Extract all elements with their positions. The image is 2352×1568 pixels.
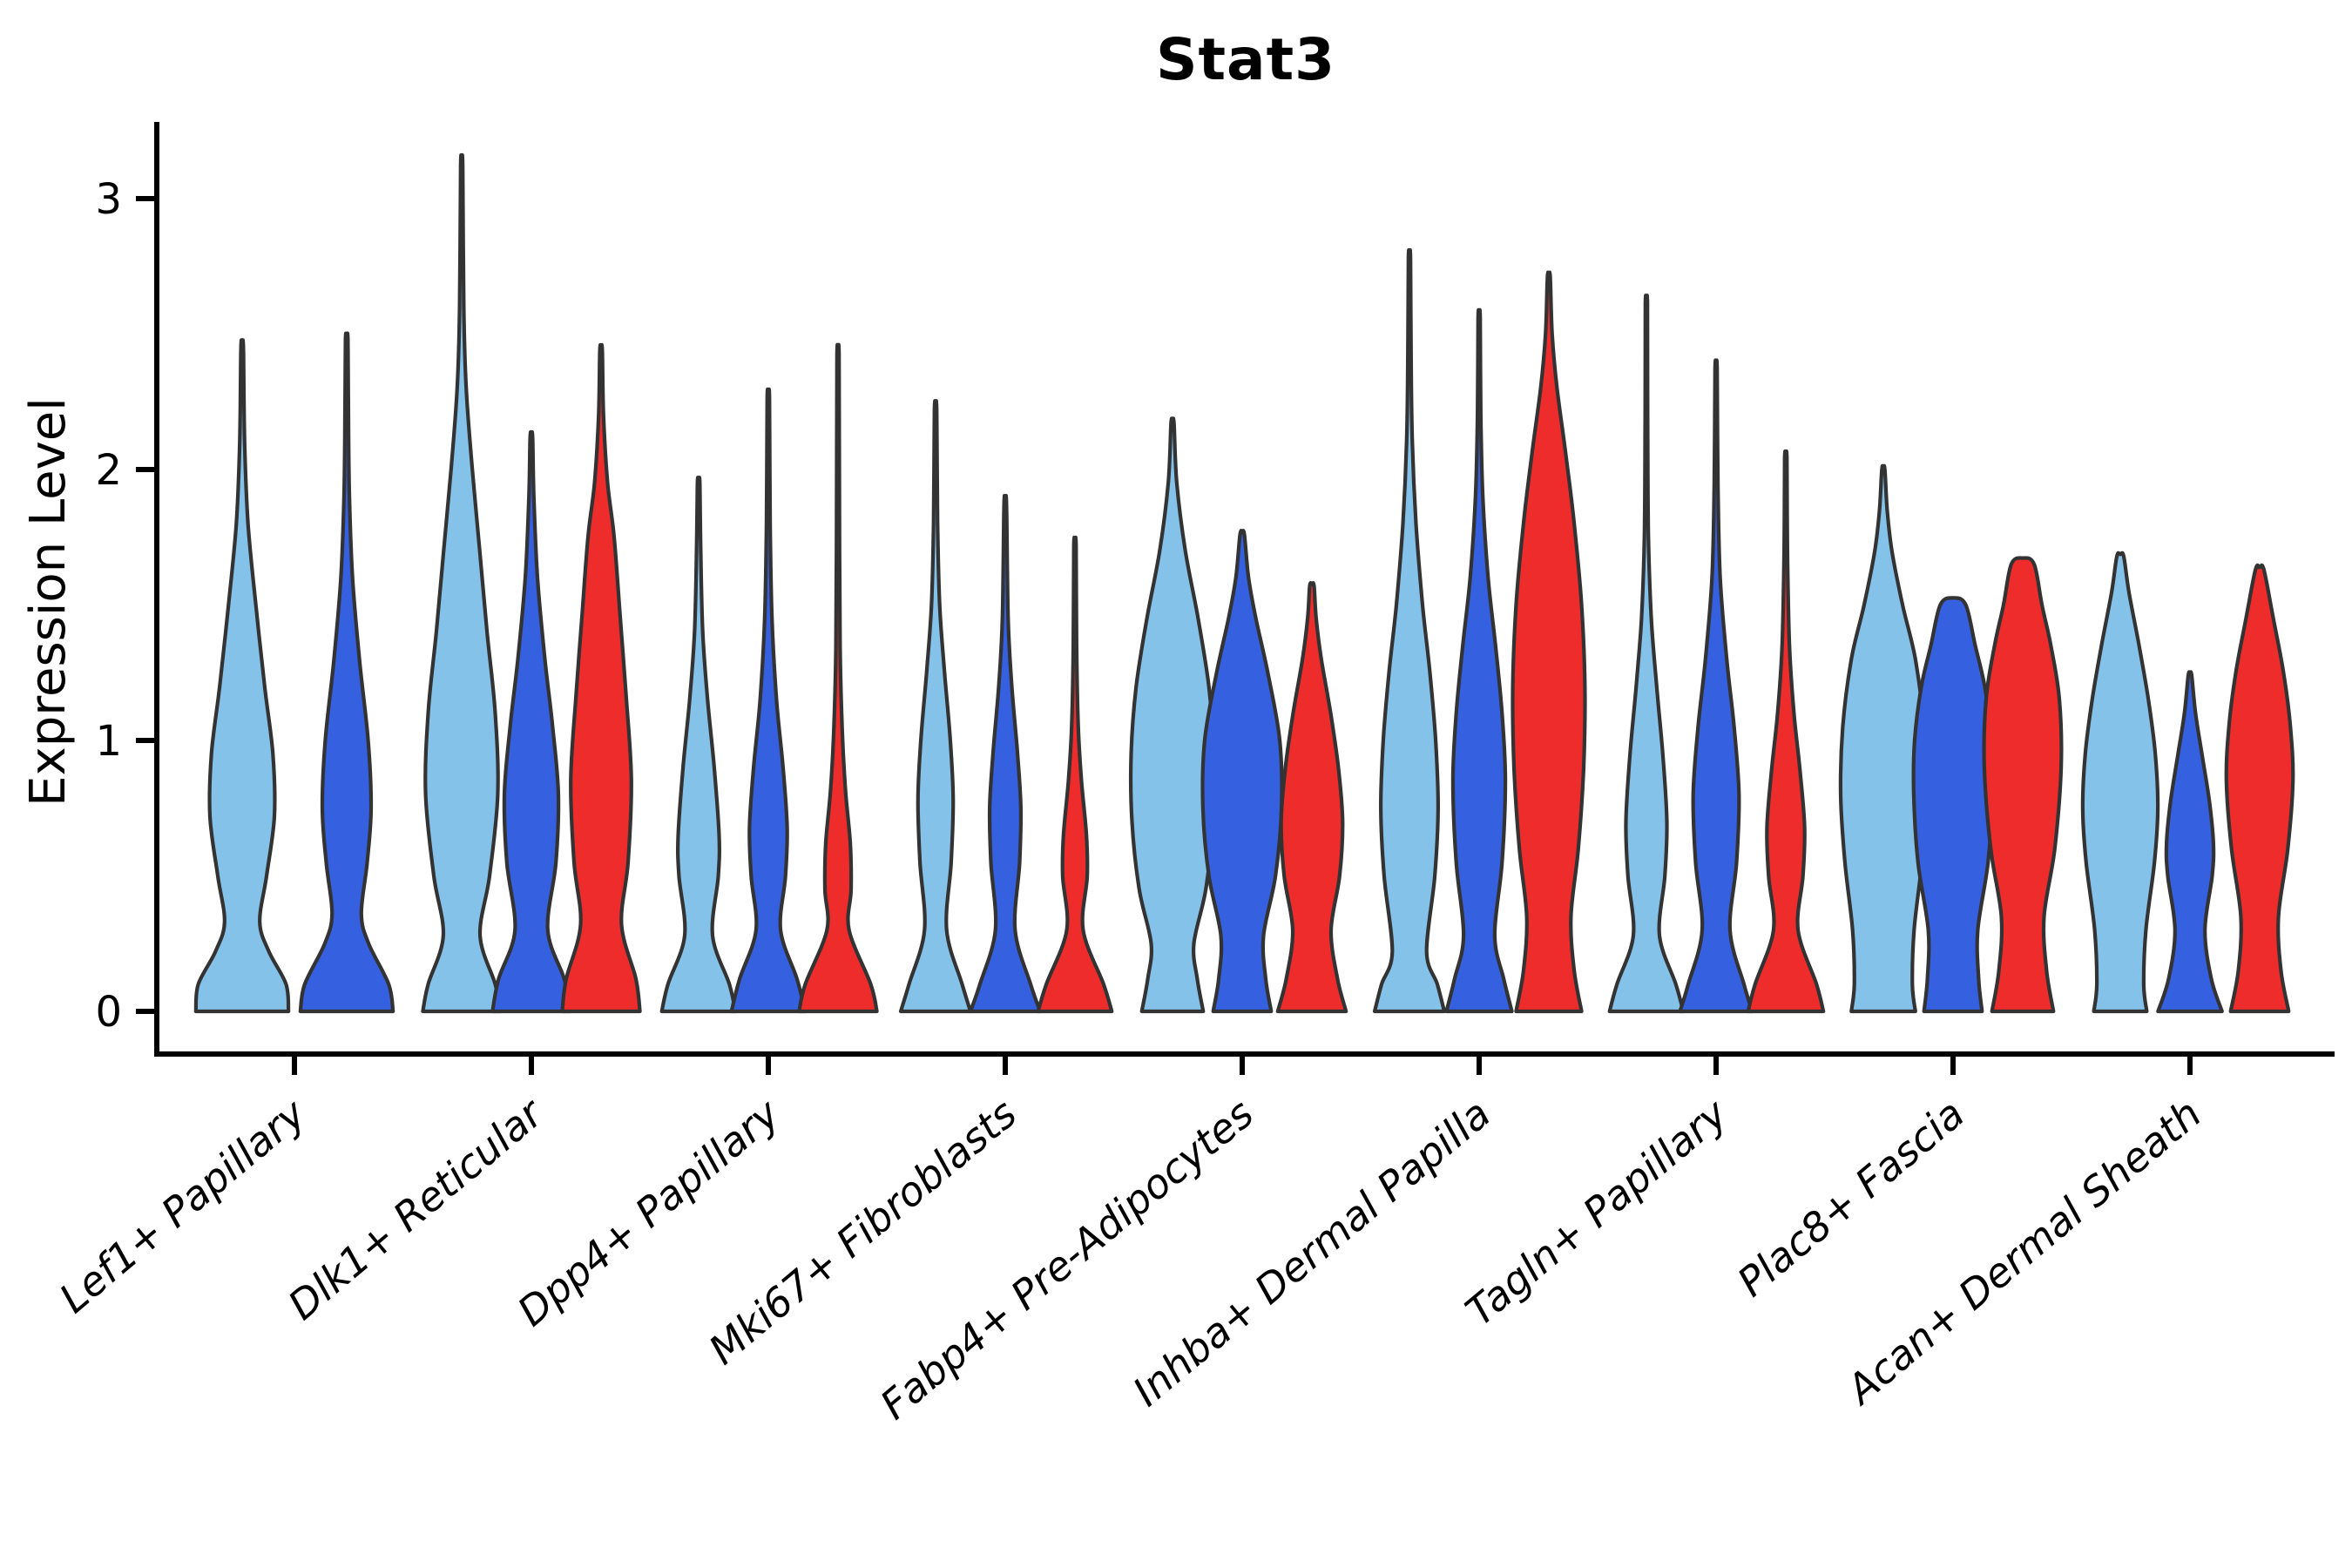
- y-axis-title: Expression Level: [20, 397, 77, 807]
- violin-red: [1746, 449, 1826, 1014]
- x-tick-label: Fabp4+ Pre-Adipocytes: [871, 1090, 1262, 1429]
- violin-light_blue: [193, 338, 291, 1014]
- violin-dark_blue: [1678, 358, 1754, 1014]
- violin-red: [1511, 270, 1587, 1014]
- violin-red: [797, 342, 879, 1014]
- violin-light_blue: [659, 476, 738, 1014]
- violin-red: [560, 342, 642, 1014]
- violin-red: [1036, 535, 1114, 1014]
- violin-light_blue: [1607, 294, 1686, 1014]
- violin-dark_blue: [2156, 670, 2224, 1014]
- violin-red: [1275, 581, 1348, 1014]
- violin-red: [2224, 563, 2295, 1014]
- violin-dark_blue: [490, 429, 572, 1014]
- violin-dark_blue: [968, 493, 1043, 1014]
- violin-light_blue: [898, 399, 973, 1014]
- violin-light_blue: [421, 152, 503, 1014]
- violin-light_blue: [2080, 551, 2160, 1014]
- y-tick-label: 2: [95, 446, 122, 495]
- y-tick-label: 3: [95, 175, 122, 224]
- x-tick-label: Dlk1+ Reticular: [280, 1088, 554, 1328]
- y-tick-label: 0: [95, 988, 122, 1037]
- violin-light_blue: [1372, 247, 1447, 1014]
- violin-dark_blue: [1200, 529, 1284, 1014]
- x-tick-label: Lef1+ Papillary: [51, 1090, 315, 1322]
- x-tick-label: Plac8+ Fascia: [1728, 1090, 1973, 1306]
- violin-dark_blue: [298, 331, 395, 1014]
- violin-dark_blue: [1911, 596, 1995, 1014]
- violin-light_blue: [1128, 416, 1217, 1014]
- violin-red: [1982, 556, 2064, 1014]
- y-tick-label: 1: [95, 717, 122, 766]
- violin-dark_blue: [729, 387, 808, 1014]
- violin-dark_blue: [1444, 308, 1514, 1014]
- chart-title: Stat3: [1155, 26, 1336, 93]
